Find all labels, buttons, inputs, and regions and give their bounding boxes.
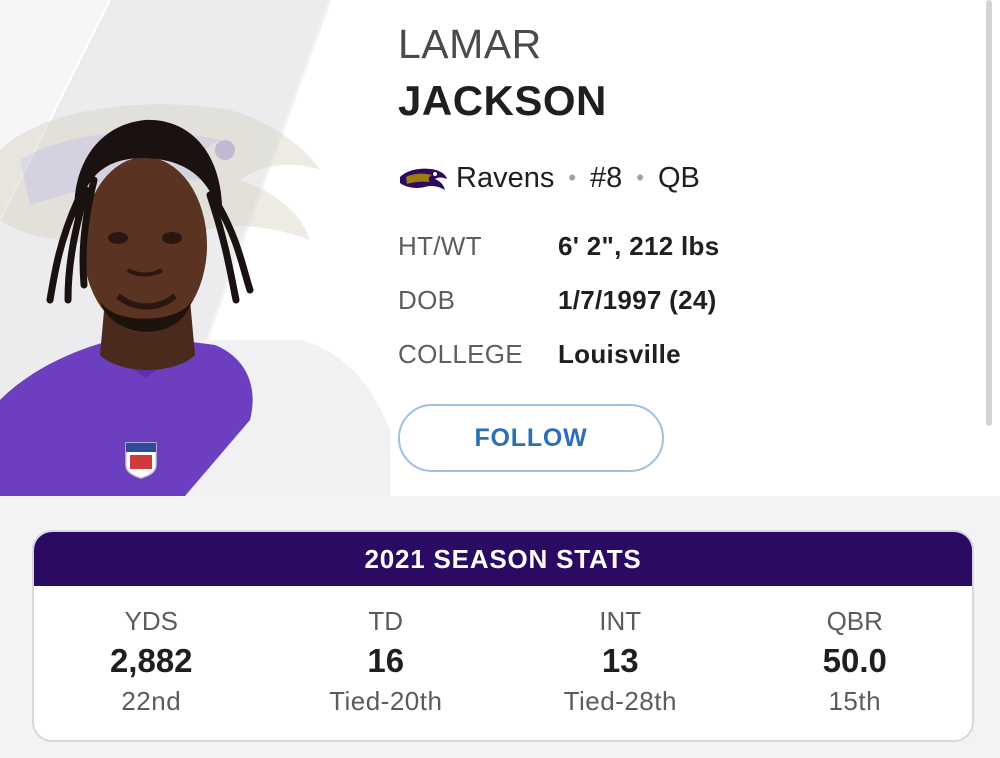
stat-column-td: TD 16 Tied-20th: [269, 604, 504, 740]
info-row-dob: DOB 1/7/1997 (24): [398, 282, 717, 318]
stat-rank: 22nd: [121, 686, 182, 716]
stat-label: INT: [599, 606, 642, 636]
info-row-height-weight: HT/WT 6' 2", 212 lbs: [398, 228, 719, 264]
team-info-line: Ravens • #8 • QB: [398, 158, 700, 198]
player-position: QB: [658, 161, 700, 194]
stat-label: TD: [368, 606, 404, 636]
info-value: 6' 2", 212 lbs: [558, 230, 720, 261]
stat-value: 16: [367, 642, 405, 679]
stat-value: 50.0: [822, 642, 887, 679]
info-label: HT/WT: [398, 230, 482, 261]
stat-rank: 15th: [828, 686, 882, 716]
info-value: Louisville: [558, 338, 681, 369]
jersey-number: #8: [590, 161, 623, 194]
nfl-shield-icon: [125, 442, 157, 479]
separator-dot: •: [568, 165, 577, 190]
stats-grid: YDS 2,882 22nd TD 16 Tied-20th INT 13 Ti…: [34, 586, 972, 740]
team-name[interactable]: Ravens: [456, 161, 555, 194]
info-label: COLLEGE: [398, 338, 523, 369]
scrollbar[interactable]: [986, 0, 992, 426]
stat-rank: Tied-28th: [563, 686, 677, 716]
stats-card-title: 2021 SEASON STATS: [34, 532, 972, 586]
season-stats-card: 2021 SEASON STATS YDS 2,882 22nd TD 16 T…: [32, 530, 974, 742]
stat-column-qbr: QBR 50.0 15th: [738, 604, 973, 740]
stat-value: 13: [601, 642, 639, 679]
stat-column-yds: YDS 2,882 22nd: [34, 604, 269, 740]
player-first-name: LAMAR: [398, 21, 542, 67]
info-row-college: COLLEGE Louisville: [398, 336, 681, 372]
follow-button[interactable]: FOLLOW: [398, 404, 664, 472]
info-value: 1/7/1997 (24): [558, 284, 717, 315]
separator-dot: •: [636, 165, 644, 190]
stat-column-int: INT 13 Tied-28th: [503, 604, 738, 740]
player-headshot: [0, 0, 390, 496]
stat-rank: Tied-20th: [329, 686, 443, 716]
info-label: DOB: [398, 284, 456, 315]
player-photo-graphic: [0, 0, 390, 496]
ravens-logo-icon[interactable]: [398, 163, 448, 193]
player-last-name: JACKSON: [398, 77, 607, 124]
stat-label: QBR: [826, 606, 883, 636]
player-header: LAMAR JACKSON Ravens • #8 • QB HT/WT 6' …: [0, 0, 992, 496]
stat-value: 2,882: [109, 642, 193, 679]
stat-label: YDS: [124, 606, 178, 636]
